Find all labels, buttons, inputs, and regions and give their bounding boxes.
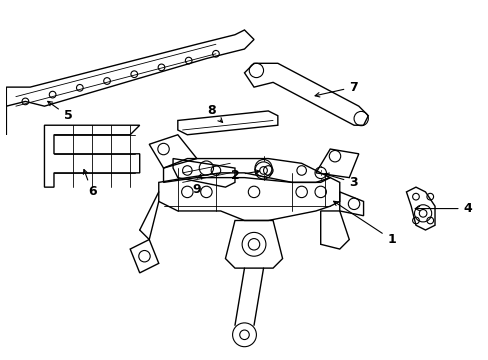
Text: 1: 1 bbox=[333, 201, 395, 246]
Text: 3: 3 bbox=[324, 173, 357, 189]
Text: 2: 2 bbox=[230, 169, 259, 182]
Text: 8: 8 bbox=[206, 104, 222, 122]
Text: 5: 5 bbox=[48, 102, 72, 122]
Text: 6: 6 bbox=[83, 170, 96, 198]
Text: 4: 4 bbox=[414, 202, 471, 215]
Text: 7: 7 bbox=[314, 81, 357, 97]
Text: 9: 9 bbox=[192, 174, 202, 196]
